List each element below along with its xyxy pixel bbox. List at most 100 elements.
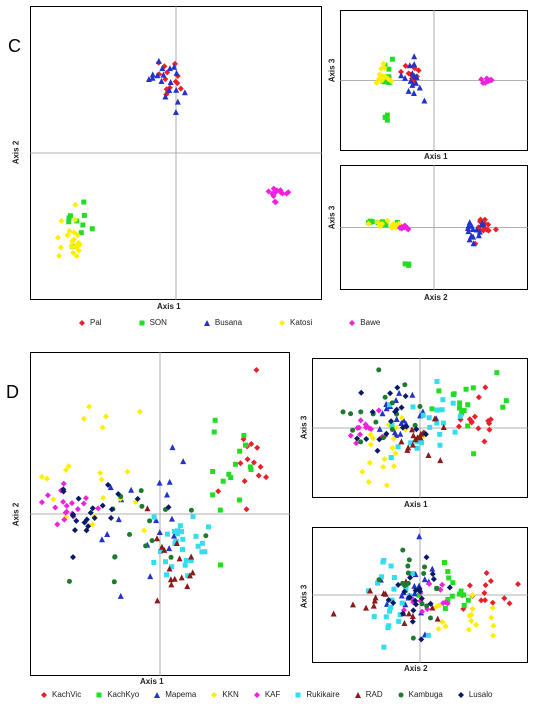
point-son <box>402 261 408 267</box>
point-son <box>405 262 411 268</box>
point-son <box>81 212 87 218</box>
legend-symbol <box>203 319 210 326</box>
point-son <box>80 222 86 228</box>
point-lusalo <box>446 584 453 591</box>
point-kaf <box>61 516 68 523</box>
point-bawe <box>270 193 277 200</box>
point-kachkyo <box>449 593 455 599</box>
point-rukikaire <box>457 413 463 419</box>
point-kkn <box>490 622 497 629</box>
point-katosi <box>373 79 380 86</box>
point-busana <box>469 226 476 233</box>
point-busana <box>475 232 482 239</box>
point-kkn <box>86 403 93 410</box>
point-kachvic <box>515 581 521 588</box>
point-lusalo <box>134 495 141 502</box>
point-rukikaire <box>180 546 186 552</box>
legend-item-rad: RAD <box>354 690 383 699</box>
point-rad <box>161 546 168 553</box>
point-katosi <box>69 237 76 244</box>
point-busana <box>421 97 428 104</box>
point-kambuga <box>410 635 416 641</box>
point-rukikaire <box>452 429 458 435</box>
legend-label: KKN <box>222 690 239 699</box>
point-busana <box>406 62 413 69</box>
point-kachvic <box>478 597 485 604</box>
point-mapema <box>156 528 163 535</box>
point-kachkyo <box>416 592 422 598</box>
point-busana <box>167 79 174 86</box>
legend-marker-square <box>139 320 145 325</box>
point-mapema <box>393 416 400 423</box>
point-katosi <box>75 247 82 254</box>
point-mapema <box>411 582 418 589</box>
point-katosi <box>58 217 65 224</box>
point-bawe <box>486 77 493 84</box>
point-lusalo <box>407 574 414 581</box>
legend-marker-diamond <box>253 691 260 698</box>
point-busana <box>409 70 416 77</box>
point-kaf <box>419 608 426 615</box>
point-rukikaire <box>399 600 405 606</box>
point-kachkyo <box>212 417 218 423</box>
point-mapema <box>166 545 173 552</box>
point-kaf <box>38 499 45 506</box>
point-kachvic <box>254 444 261 451</box>
point-rukikaire <box>386 623 392 629</box>
chart-d-23 <box>312 527 528 663</box>
point-rad <box>405 610 412 617</box>
point-mapema <box>147 573 154 580</box>
legend-item-kachkyo: KachKyo <box>95 690 139 699</box>
point-kambuga <box>405 570 411 576</box>
point-busana <box>158 77 165 84</box>
point-busana <box>162 93 169 100</box>
point-lusalo <box>363 436 370 443</box>
point-lusalo <box>85 523 92 530</box>
point-kambuga <box>147 518 153 524</box>
point-kachvic <box>471 413 478 420</box>
panel-d-letter: D <box>6 382 19 402</box>
point-pal <box>480 227 487 234</box>
point-bawe <box>401 224 408 231</box>
point-rukikaire <box>199 540 205 546</box>
point-rad <box>367 587 374 594</box>
point-rad <box>158 543 165 550</box>
point-kachkyo <box>236 497 242 503</box>
point-rad <box>144 505 151 512</box>
point-kaf <box>444 600 451 607</box>
point-lusalo <box>354 435 361 442</box>
point-busana <box>166 87 173 94</box>
point-katosi <box>380 60 387 67</box>
point-rukikaire <box>151 559 157 565</box>
point-lusalo <box>398 404 405 411</box>
point-kachvic <box>240 436 247 443</box>
point-lusalo <box>385 597 392 604</box>
point-kkn <box>98 476 105 483</box>
point-kambuga <box>428 615 434 621</box>
legend-item-mapema: Mapema <box>153 690 196 699</box>
point-rukikaire <box>177 523 183 529</box>
point-kkn <box>359 468 366 475</box>
legend-item-lusalo: Lusalo <box>457 690 492 699</box>
point-kkn <box>380 464 387 471</box>
point-rukikaire <box>164 572 170 578</box>
point-kambuga <box>402 382 408 388</box>
point-kachkyo <box>247 464 253 470</box>
legend-symbol <box>398 692 404 697</box>
chart-c-23-xlabel: Axis 2 <box>424 293 448 302</box>
legend-symbol <box>349 319 356 326</box>
point-lusalo <box>87 509 94 516</box>
point-kkn <box>97 470 104 477</box>
point-rukikaire <box>199 549 205 555</box>
legend-c: Pal SON Busana Katosi Bawe <box>78 318 416 327</box>
point-rukikaire <box>388 604 394 610</box>
point-kkn <box>433 603 440 610</box>
point-kachvic <box>255 472 262 479</box>
legend-marker-diamond <box>279 319 286 326</box>
point-kkn <box>435 626 442 633</box>
point-kaf <box>353 440 360 447</box>
point-lusalo <box>401 588 408 595</box>
point-rukikaire <box>434 420 440 426</box>
point-lusalo <box>406 594 413 601</box>
point-kachkyo <box>465 402 471 408</box>
